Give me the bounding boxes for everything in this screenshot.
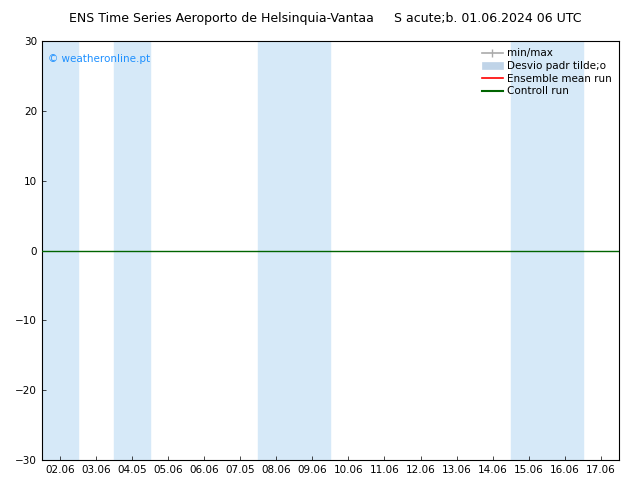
Text: © weatheronline.pt: © weatheronline.pt	[48, 53, 150, 64]
Bar	[114, 41, 150, 460]
Bar	[511, 41, 583, 460]
Legend: min/max, Desvio padr tilde;o, Ensemble mean run, Controll run: min/max, Desvio padr tilde;o, Ensemble m…	[480, 46, 614, 98]
Bar	[258, 41, 330, 460]
Text: ENS Time Series Aeroporto de Helsinquia-Vantaa: ENS Time Series Aeroporto de Helsinquia-…	[70, 12, 374, 25]
Text: S acute;b. 01.06.2024 06 UTC: S acute;b. 01.06.2024 06 UTC	[394, 12, 582, 25]
Bar	[42, 41, 78, 460]
